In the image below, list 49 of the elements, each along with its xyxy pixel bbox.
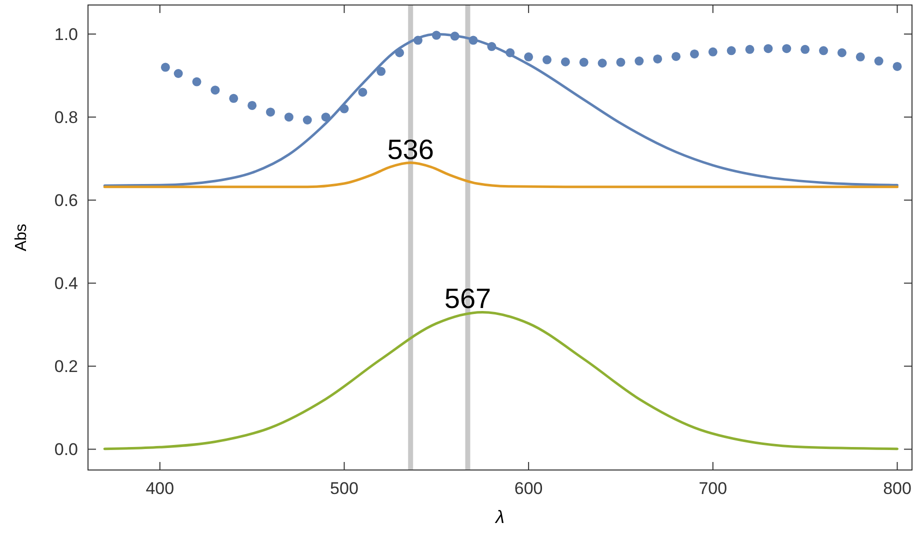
point xyxy=(745,44,754,54)
y-tick-label: 0.6 xyxy=(54,191,78,210)
point xyxy=(800,44,810,54)
point xyxy=(560,57,570,66)
point xyxy=(782,44,792,54)
x-axis-title: λ xyxy=(494,507,504,527)
point xyxy=(248,100,257,110)
point xyxy=(358,88,368,97)
point xyxy=(542,55,552,64)
point xyxy=(210,86,220,95)
x-tick-label: 700 xyxy=(698,479,728,498)
point xyxy=(892,62,902,71)
y-tick-label: 0.2 xyxy=(54,357,78,376)
line-series xyxy=(103,162,899,188)
point xyxy=(302,116,312,125)
point xyxy=(598,58,607,68)
point xyxy=(579,58,588,67)
x-tick-label: 400 xyxy=(146,479,174,498)
point xyxy=(229,94,238,103)
y-tick-label: 0.8 xyxy=(54,108,78,128)
point xyxy=(690,49,699,58)
point xyxy=(174,69,183,78)
x-tick-label: 800 xyxy=(883,479,912,498)
point xyxy=(524,52,534,62)
point xyxy=(284,112,294,122)
x-tick-label: 600 xyxy=(514,479,543,498)
y-tick-label: 0.0 xyxy=(54,440,78,460)
x-tick-label: 500 xyxy=(330,479,358,498)
point xyxy=(653,54,662,64)
point xyxy=(874,56,884,66)
y-axis-title: Abs xyxy=(13,224,30,252)
y-tick-label: 0.4 xyxy=(54,274,78,294)
annotation: 536 xyxy=(387,134,434,165)
point xyxy=(726,46,736,56)
point xyxy=(764,44,773,54)
line-series xyxy=(103,310,899,450)
point xyxy=(672,52,681,61)
point xyxy=(160,62,170,72)
point xyxy=(837,48,846,58)
annotation: 567 xyxy=(444,283,492,314)
point xyxy=(192,77,202,86)
point xyxy=(634,56,644,66)
y-tick-label: 1.0 xyxy=(54,25,78,44)
point xyxy=(708,47,718,56)
point xyxy=(616,58,626,67)
point xyxy=(856,52,865,62)
point xyxy=(819,46,828,56)
point xyxy=(376,66,386,76)
point xyxy=(266,108,275,117)
